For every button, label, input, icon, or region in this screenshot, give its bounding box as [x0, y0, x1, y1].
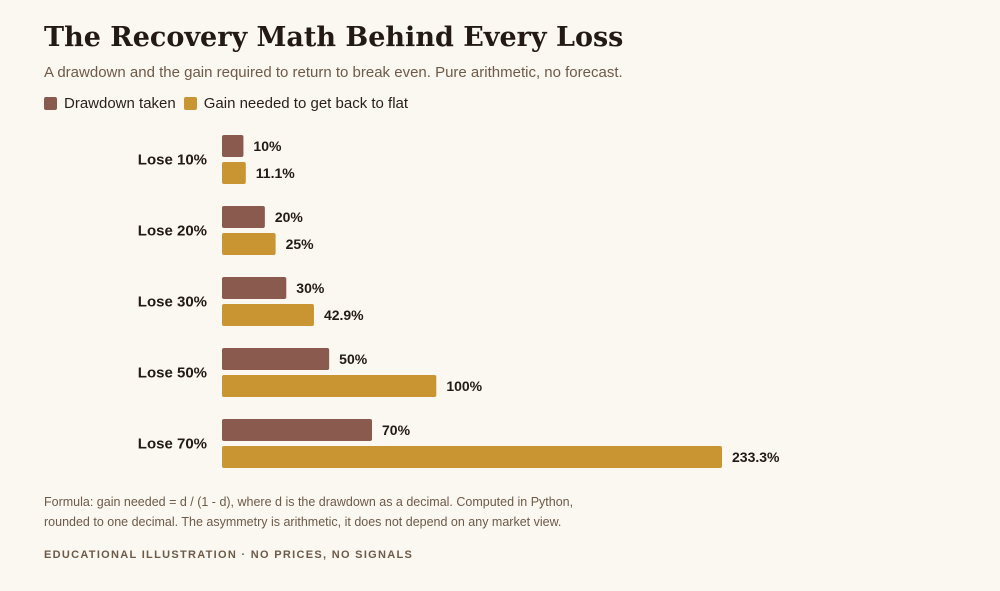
- bar-drawdown: [222, 206, 265, 228]
- formula-note-line-2: rounded to one decimal. The asymmetry is…: [44, 515, 562, 529]
- data-label-gain: 100%: [446, 378, 482, 394]
- bar-drawdown: [222, 277, 287, 299]
- legend-label-gain: Gain needed to get back to flat: [203, 95, 409, 112]
- formula-note-line-1: Formula: gain needed = d / (1 - d), wher…: [44, 495, 574, 509]
- footer-disclaimer: EDUCATIONAL ILLUSTRATION · NO PRICES, NO…: [44, 549, 414, 561]
- bar-drawdown: [222, 135, 244, 157]
- data-label-gain: 25%: [286, 236, 315, 252]
- bar-drawdown: [222, 348, 330, 370]
- legend: Drawdown taken Gain needed to get back t…: [44, 95, 416, 112]
- data-label-drawdown: 20%: [275, 209, 304, 225]
- data-label-gain: 11.1%: [256, 165, 295, 181]
- data-label-drawdown: 30%: [296, 280, 325, 296]
- legend-swatch-gain: [183, 97, 197, 110]
- data-label-drawdown: 70%: [382, 422, 411, 438]
- data-label-drawdown: 10%: [253, 138, 282, 154]
- data-label-drawdown: 50%: [339, 351, 368, 367]
- category-label: Lose 70%: [138, 436, 207, 453]
- bar-gain: [222, 162, 246, 184]
- data-label-gain: 233.3%: [732, 449, 780, 465]
- category-label: Lose 10%: [138, 152, 207, 169]
- bar-gain: [222, 446, 722, 468]
- formula-note: Formula: gain needed = d / (1 - d), wher…: [44, 492, 604, 532]
- category-label: Lose 30%: [138, 294, 207, 311]
- chart-subtitle: A drawdown and the gain required to retu…: [44, 64, 623, 81]
- category-label: Lose 20%: [138, 223, 207, 240]
- chart-title: The Recovery Math Behind Every Loss: [44, 22, 624, 53]
- bar-drawdown: [222, 419, 373, 441]
- legend-swatch-drawdown: [44, 97, 57, 110]
- legend-item-gain: Gain needed to get back to flat: [183, 95, 409, 112]
- bar-gain: [222, 233, 276, 255]
- data-label-gain: 42.9%: [324, 307, 364, 323]
- legend-label-drawdown: Drawdown taken: [64, 95, 176, 112]
- category-label: Lose 50%: [138, 365, 207, 382]
- legend-item-drawdown: Drawdown taken: [44, 95, 176, 112]
- bar-gain: [222, 375, 437, 397]
- bar-gain: [222, 304, 314, 326]
